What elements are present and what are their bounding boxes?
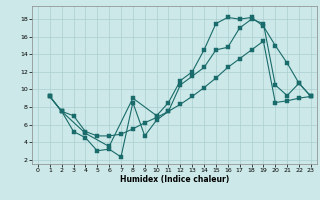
X-axis label: Humidex (Indice chaleur): Humidex (Indice chaleur)	[120, 175, 229, 184]
